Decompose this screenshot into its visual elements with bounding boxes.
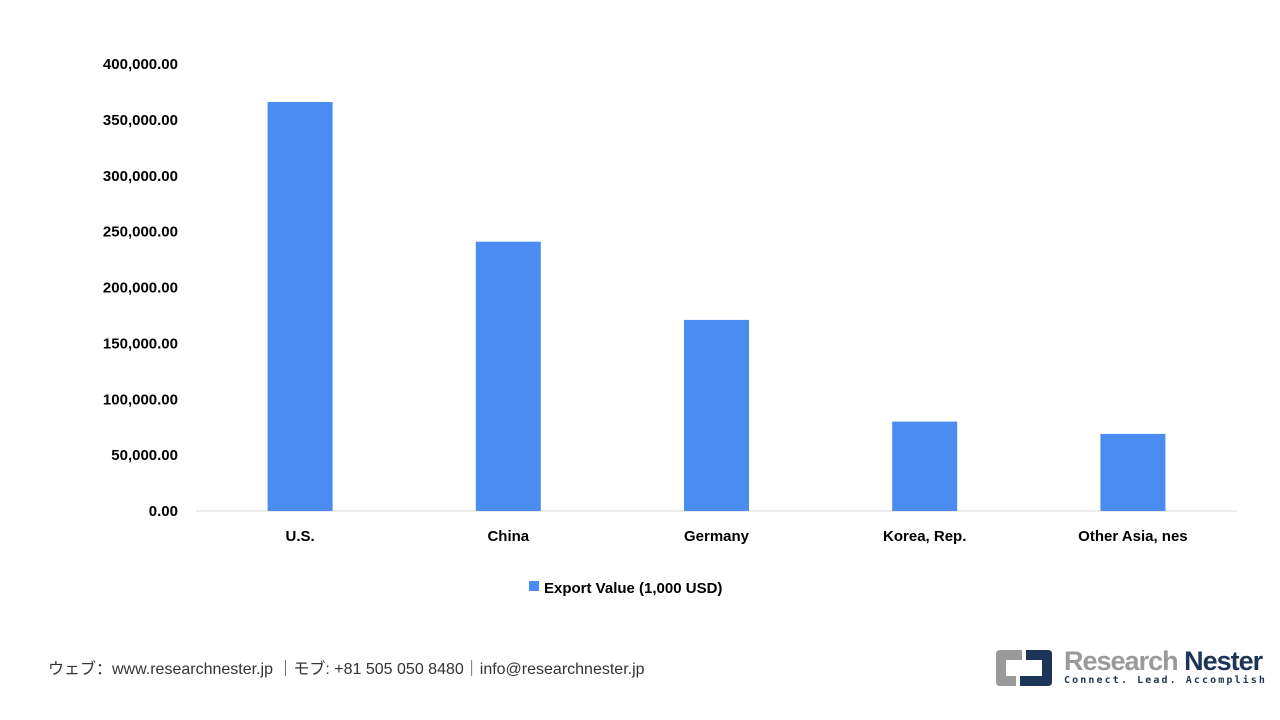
logo-mark-icon	[996, 650, 1052, 686]
y-tick-label: 350,000.00	[103, 112, 178, 129]
y-tick-label: 100,000.00	[103, 391, 178, 408]
y-tick-label: 200,000.00	[103, 280, 178, 297]
x-tick-label: Germany	[684, 528, 750, 545]
x-tick-label: U.S.	[286, 528, 315, 545]
y-tick-label: 50,000.00	[111, 447, 178, 464]
x-tick-label: China	[487, 528, 529, 545]
y-tick-label: 150,000.00	[103, 335, 178, 352]
y-tick-label: 0.00	[149, 503, 178, 520]
footer-contact: ウェブ：www.researchnester.jp ｜モブ: +81 505 0…	[48, 661, 645, 678]
research-nester-logo: Research Nester Connect. Lead. Accomplis…	[992, 646, 1265, 690]
x-tick-label: Other Asia, nes	[1078, 528, 1187, 545]
legend-swatch	[529, 581, 539, 591]
legend-label: Export Value (1,000 USD)	[544, 580, 722, 597]
bar-u-s-	[267, 101, 333, 512]
logo-name-nester: Nester	[1184, 646, 1263, 676]
x-tick-label: Korea, Rep.	[883, 528, 966, 545]
y-tick-label: 400,000.00	[103, 56, 178, 73]
logo-tagline: Connect. Lead. Accomplish	[1064, 675, 1268, 686]
bar-chart: 0.00 50,000.00 100,000.00 150,000.00 200,000…	[103, 56, 1237, 597]
bar-china	[475, 241, 541, 511]
bar-korea-rep-	[892, 421, 958, 511]
y-tick-label: 250,000.00	[103, 224, 178, 241]
bar-germany	[684, 319, 749, 511]
y-tick-label: 300,000.00	[103, 168, 178, 185]
bar-other-asia-nes	[1100, 433, 1166, 511]
logo-name-research: Research	[1064, 646, 1179, 676]
